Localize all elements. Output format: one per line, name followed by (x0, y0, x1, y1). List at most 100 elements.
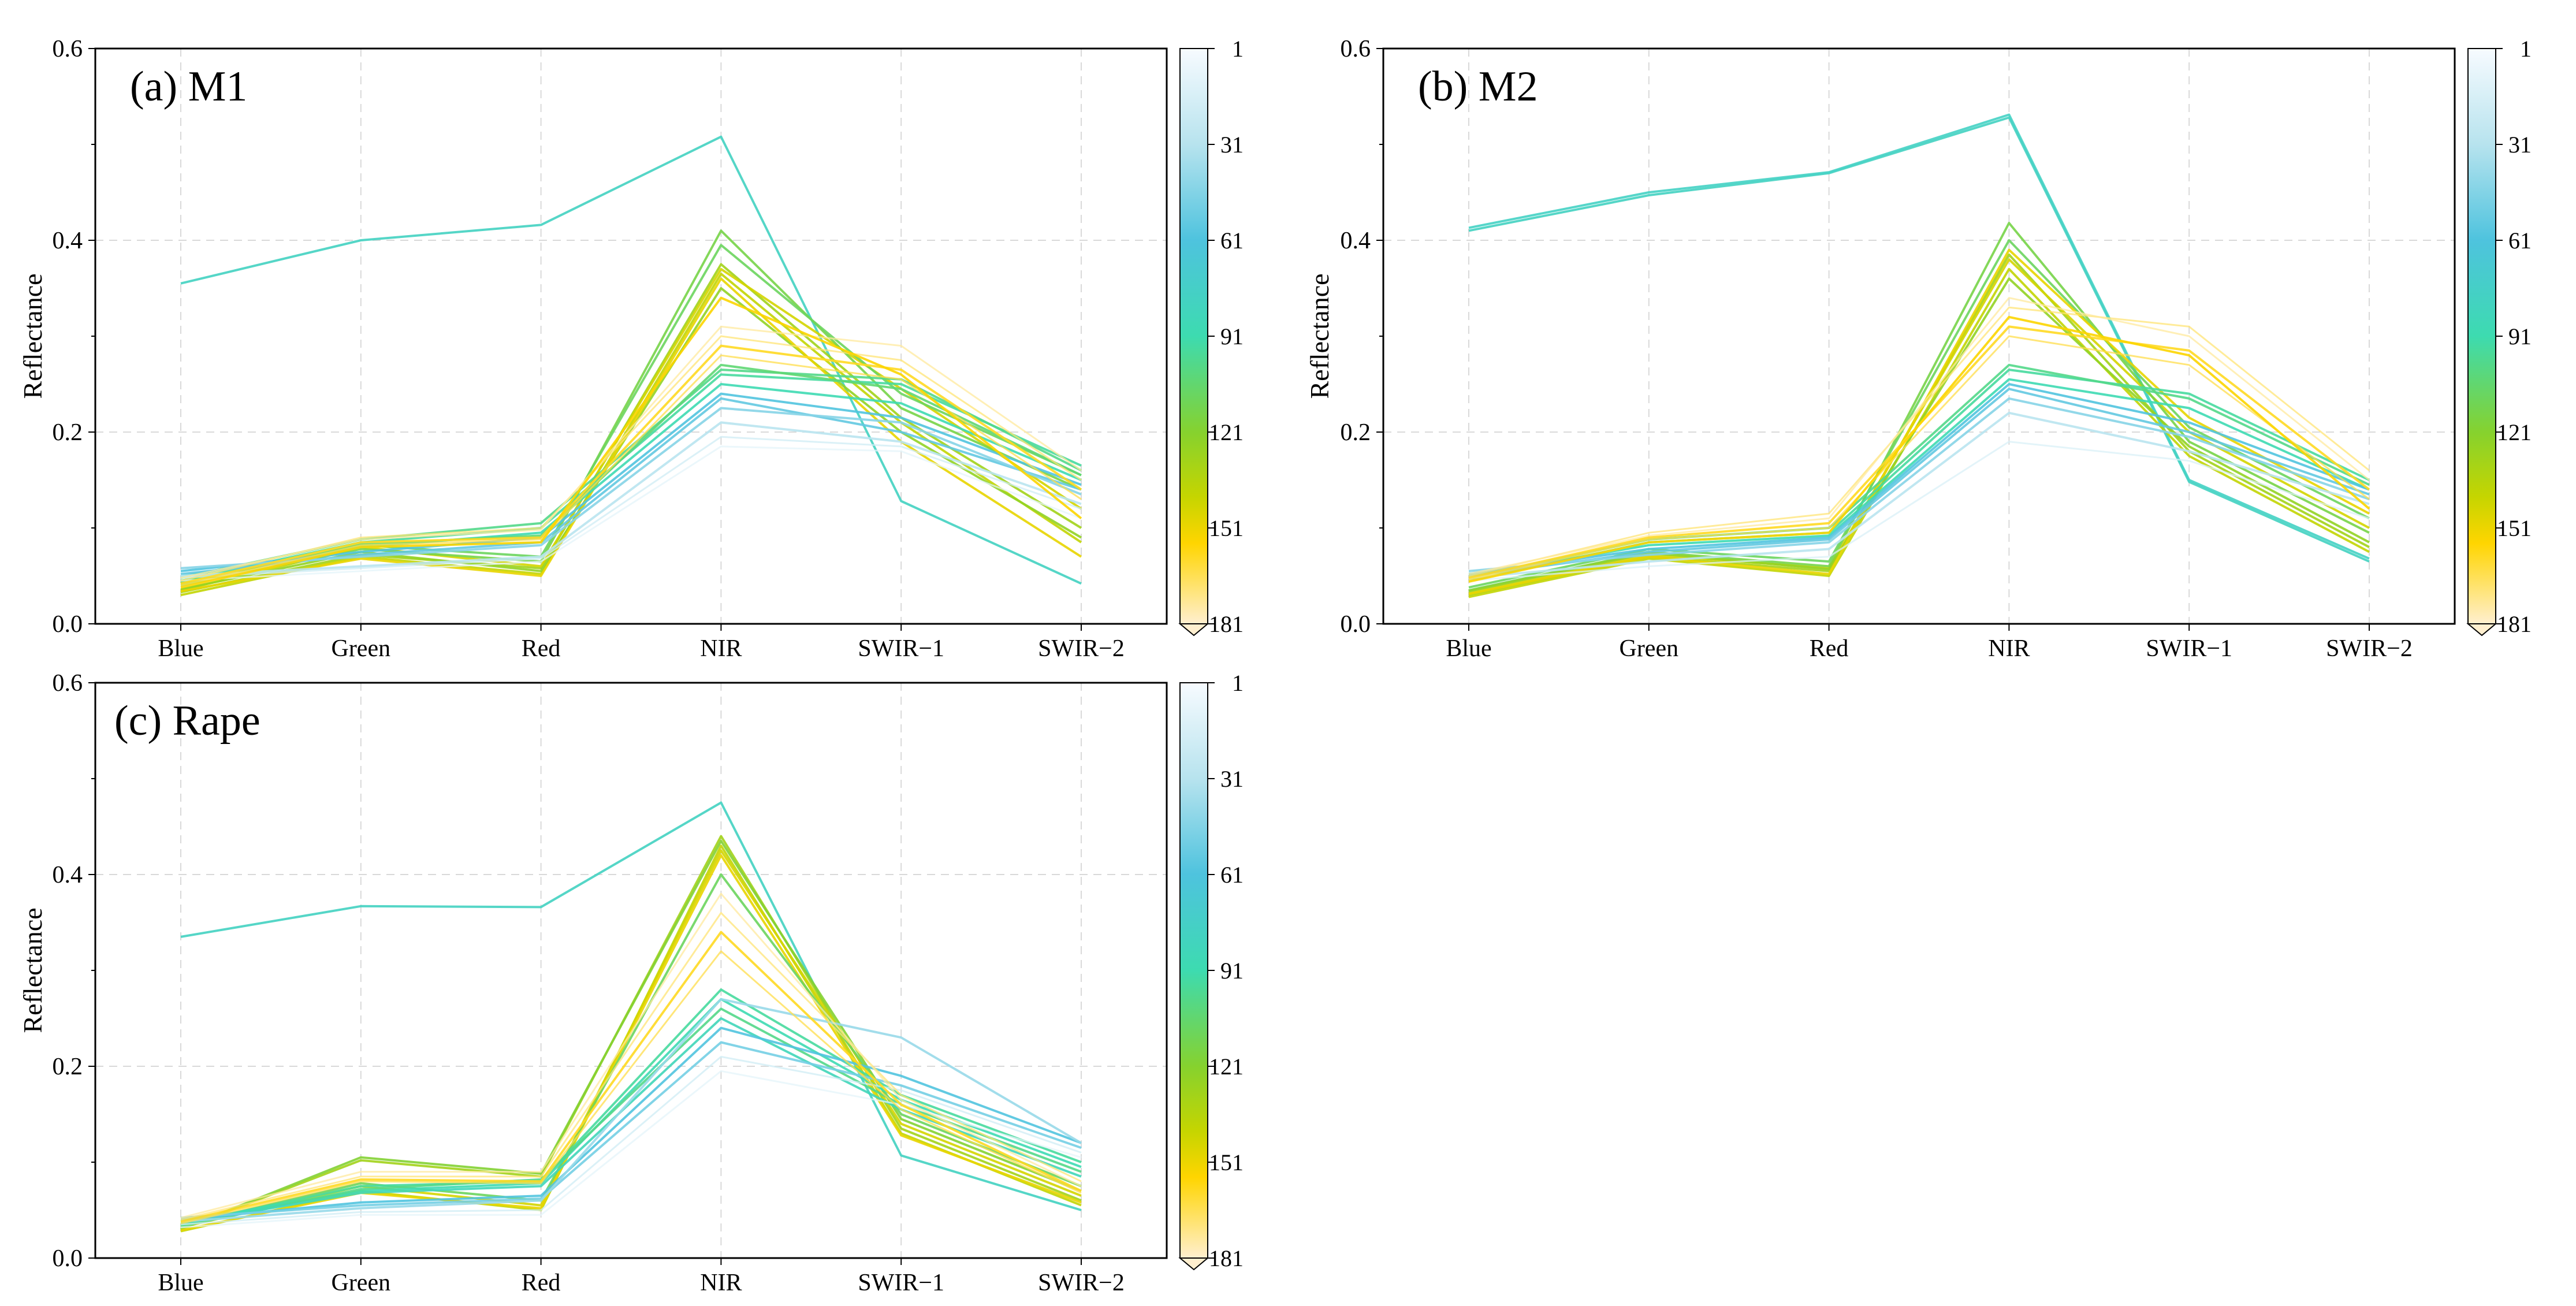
series-line (180, 287, 1082, 591)
panel-c: Blue Green Red NIR SWIR−1 SWIR−20.00.20.40.6 … (18, 670, 1244, 1296)
colorbar-tick-label: 181 (1209, 1245, 1244, 1271)
y-tick-label: 0.6 (53, 36, 83, 62)
series-line (180, 436, 1082, 579)
x-tick-label: Red (522, 1270, 561, 1296)
colorbar-tick-label: 181 (2497, 611, 2532, 637)
panel-a-title: (a) M1 (130, 63, 247, 110)
panel-a-colorbar: 1 31 61 91 121 151 181 (1178, 36, 1244, 637)
series-line (180, 1041, 1082, 1219)
x-tick-label: NIR (700, 635, 742, 662)
series-line (180, 1026, 1082, 1221)
series-line (1468, 222, 2370, 591)
series-line (180, 873, 1082, 1227)
colorbar-tick-label: 31 (1220, 132, 1244, 158)
series-line (1468, 297, 2370, 575)
colorbar-tick-label: 1 (2520, 36, 2532, 62)
y-tick-label: 0.2 (1341, 419, 1371, 446)
series-line (180, 344, 1082, 585)
y-tick-label: 0.0 (53, 1245, 83, 1272)
panel-b-title: (b) M2 (1418, 63, 1538, 110)
series-line (180, 229, 1082, 587)
panel-a-y-axis-label: Reflectance (18, 273, 47, 399)
series-line (1468, 306, 2370, 577)
panel-b-colorbar: 1 31 61 91 121 151 181 (2466, 36, 2532, 637)
x-tick-label: SWIR−2 (2326, 635, 2413, 662)
series-line (180, 335, 1082, 582)
panel-c-title: (c) Rape (114, 697, 260, 745)
colorbar-tick-label: 151 (1209, 515, 1244, 541)
colorbar-tick-label: 121 (1209, 419, 1244, 445)
series-line (180, 1055, 1082, 1226)
x-tick-label: Green (331, 635, 390, 662)
y-tick-label: 0.4 (53, 862, 83, 888)
y-tick-label: 0.4 (53, 228, 83, 254)
y-tick-label: 0.6 (1341, 36, 1371, 62)
panel-c-grid (95, 683, 1167, 1258)
panel-c-colorbar: 1 31 61 91 121 151 181 (1178, 670, 1244, 1271)
panel-a-lines (180, 135, 1082, 597)
panel-a: Blue Green Red NIR SWIR−1 SWIR−20.00.20.40.6 … (18, 36, 1244, 662)
colorbar-tick-label: 31 (2508, 132, 2532, 158)
x-tick-label: Green (1619, 635, 1678, 662)
colorbar-tick-label: 151 (2497, 515, 2532, 541)
y-tick-label: 0.4 (1341, 228, 1371, 254)
series-line (180, 392, 1082, 572)
colorbar-tick-label: 31 (1220, 766, 1244, 792)
colorbar-tick-label: 61 (1220, 228, 1244, 254)
series-line (1468, 441, 2370, 582)
series-line (1468, 388, 2370, 577)
series-line (1468, 113, 2370, 560)
x-tick-label: SWIR−1 (858, 1270, 944, 1296)
y-tick-label: 0.2 (53, 419, 83, 446)
series-line (180, 135, 1082, 585)
series-line (180, 363, 1082, 584)
x-tick-label: Red (1810, 635, 1849, 662)
y-tick-label: 0.6 (53, 670, 83, 697)
panel-c-y-axis-label: Reflectance (18, 907, 47, 1033)
colorbar-tick-label: 121 (1209, 1054, 1244, 1080)
colorbar-tick-label: 61 (1220, 862, 1244, 888)
series-line (180, 950, 1082, 1225)
y-tick-label: 0.0 (1341, 611, 1371, 638)
x-tick-label: SWIR−2 (1038, 1270, 1125, 1296)
panel-b-plot-frame (1382, 47, 2456, 625)
x-tick-label: SWIR−1 (858, 635, 944, 662)
x-tick-label: Green (331, 1270, 390, 1296)
colorbar-tick-label: 91 (1220, 323, 1244, 349)
x-tick-label: Blue (1446, 635, 1491, 662)
series-line (1468, 315, 2370, 583)
x-tick-label: SWIR−1 (2146, 635, 2232, 662)
x-tick-label: Blue (158, 635, 203, 662)
series-line (180, 988, 1082, 1226)
panel-b: Blue Green Red NIR SWIR−1 SWIR−20.00.20.40.6 … (1305, 36, 2532, 662)
series-line (1468, 335, 2370, 581)
colorbar-tick-label: 1 (1232, 36, 1244, 62)
series-line (180, 931, 1082, 1223)
colorbar-tick-label: 181 (1209, 611, 1244, 637)
series-line (180, 911, 1082, 1221)
x-tick-label: NIR (1988, 635, 2030, 662)
colorbar-tick-label: 61 (2508, 228, 2532, 254)
panel-b-grid (1383, 49, 2455, 624)
series-line (1468, 378, 2370, 577)
series-line (180, 892, 1082, 1219)
series-line (1468, 397, 2370, 572)
panel-c-plot-frame (94, 682, 1168, 1259)
panel-b-ticks: Blue Green Red NIR SWIR−1 SWIR−2 0.0 0.2 0.4 0.6 (1341, 36, 2413, 662)
x-tick-label: NIR (700, 1270, 742, 1296)
panel-b-y-axis-label: Reflectance (1305, 273, 1334, 399)
series-line (180, 325, 1082, 579)
series-line (180, 407, 1082, 570)
y-tick-label: 0.2 (53, 1054, 83, 1080)
panel-a-grid (95, 49, 1167, 624)
panel-c-ticks: Blue Green Red NIR SWIR−1 SWIR−2 0.0 0.2 0.4 0.6 (53, 670, 1125, 1296)
panel-a-plot-frame (94, 47, 1168, 625)
series-line (180, 998, 1082, 1223)
series-line (180, 1007, 1082, 1228)
colorbar-tick-label: 151 (1209, 1149, 1244, 1175)
series-line (1468, 383, 2370, 575)
series-line (1468, 411, 2370, 579)
series-line (1468, 116, 2370, 563)
colorbar-tick-label: 91 (1220, 958, 1244, 984)
